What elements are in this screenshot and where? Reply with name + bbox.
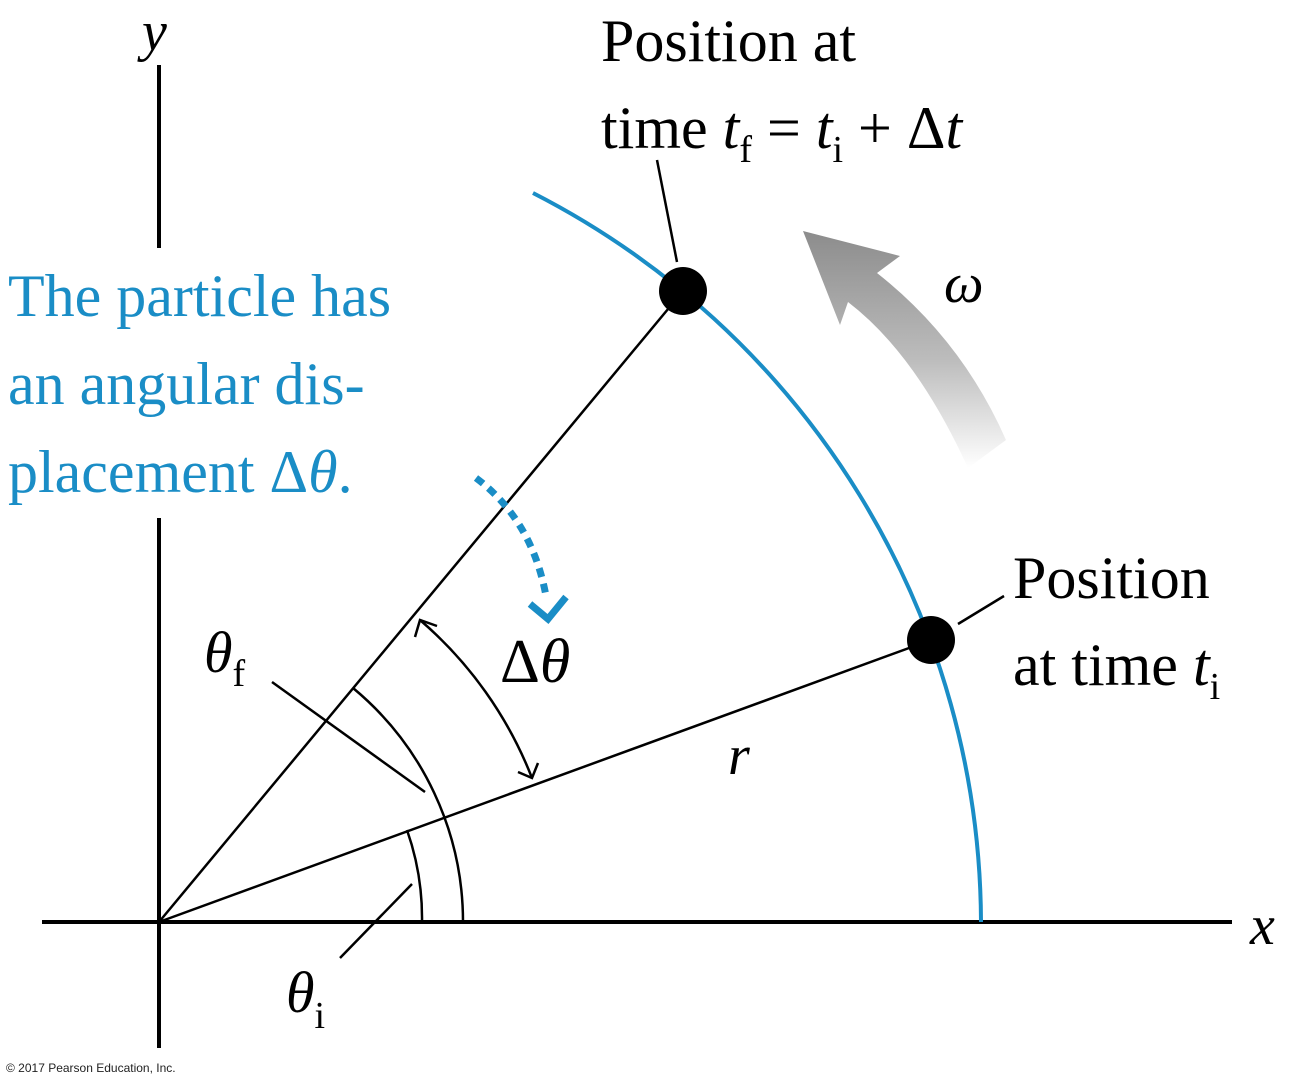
theta-f-label: θf [204, 620, 246, 695]
radius-line-final [158, 290, 684, 923]
initial-position-label-line1: Position [1013, 545, 1210, 611]
particle-final-position [659, 267, 707, 315]
delta-theta-arrowhead-bottom [517, 762, 540, 780]
callout-line3: placement Δθ. [8, 439, 353, 505]
omega-rotation-arrow [803, 231, 1006, 468]
delta-theta-arc [419, 619, 534, 779]
delta-theta-arrowhead-top [413, 618, 438, 638]
callout-dotted-arrow [473, 475, 550, 597]
x-axis-label: x [1249, 895, 1275, 957]
delta-theta-label: Δθ [500, 628, 570, 696]
final-position-label-line1: Position at [601, 8, 856, 74]
callout-arrowhead [527, 594, 569, 624]
radius-line-initial [158, 638, 932, 924]
initial-position-label-line2: at time ti [1013, 632, 1220, 708]
leader-theta-f [271, 680, 426, 794]
copyright-notice: © 2017 Pearson Education, Inc. [6, 1061, 176, 1075]
leader-theta-i [339, 883, 413, 959]
theta-i-arc [405, 829, 424, 923]
theta-i-label: θi [286, 960, 325, 1037]
callout-line1: The particle has [8, 263, 391, 329]
leader-initial-position [957, 594, 1005, 626]
theta-f-arc [352, 687, 465, 923]
leader-final-position [655, 159, 679, 263]
final-position-label-line2: time tf = ti + Δt [601, 95, 963, 171]
omega-label: ω [944, 253, 984, 315]
circular-path-arc [532, 191, 983, 923]
callout-line2: an angular dis- [8, 351, 365, 417]
particle-initial-position [907, 616, 955, 664]
y-axis-label: y [137, 1, 167, 63]
radius-label: r [728, 725, 750, 787]
